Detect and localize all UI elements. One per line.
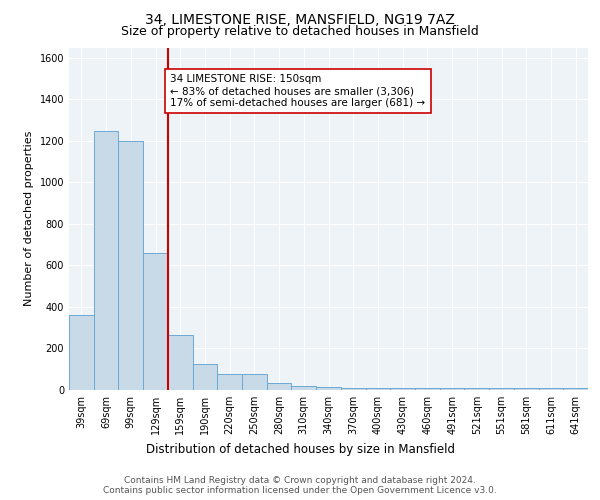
Bar bbox=[292, 386, 316, 390]
Bar bbox=[514, 388, 539, 390]
Bar bbox=[143, 253, 168, 390]
Text: Contains HM Land Registry data © Crown copyright and database right 2024.
Contai: Contains HM Land Registry data © Crown c… bbox=[103, 476, 497, 496]
Bar bbox=[267, 382, 292, 390]
Bar bbox=[539, 388, 563, 390]
Text: Size of property relative to detached houses in Mansfield: Size of property relative to detached ho… bbox=[121, 25, 479, 38]
Bar bbox=[217, 374, 242, 390]
Bar bbox=[118, 141, 143, 390]
Bar bbox=[489, 388, 514, 390]
Bar bbox=[415, 388, 440, 390]
Bar bbox=[440, 388, 464, 390]
Bar bbox=[168, 335, 193, 390]
Bar bbox=[242, 374, 267, 390]
Bar bbox=[390, 388, 415, 390]
Bar bbox=[316, 387, 341, 390]
Bar bbox=[193, 364, 217, 390]
Bar bbox=[464, 388, 489, 390]
Bar bbox=[94, 130, 118, 390]
Y-axis label: Number of detached properties: Number of detached properties bbox=[24, 131, 34, 306]
Bar bbox=[69, 316, 94, 390]
Bar bbox=[563, 388, 588, 390]
Text: 34 LIMESTONE RISE: 150sqm
← 83% of detached houses are smaller (3,306)
17% of se: 34 LIMESTONE RISE: 150sqm ← 83% of detac… bbox=[170, 74, 425, 108]
Text: 34, LIMESTONE RISE, MANSFIELD, NG19 7AZ: 34, LIMESTONE RISE, MANSFIELD, NG19 7AZ bbox=[145, 12, 455, 26]
Bar bbox=[341, 388, 365, 390]
Text: Distribution of detached houses by size in Mansfield: Distribution of detached houses by size … bbox=[146, 442, 455, 456]
Bar bbox=[365, 388, 390, 390]
